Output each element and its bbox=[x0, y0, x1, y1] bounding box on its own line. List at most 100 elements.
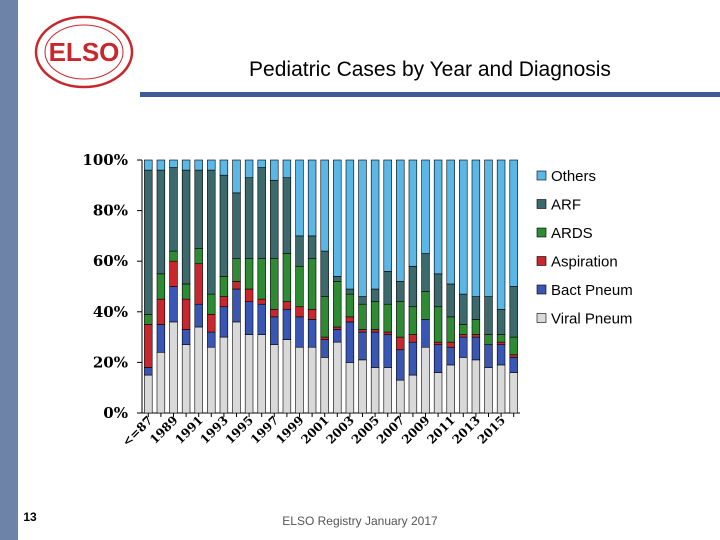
bar-segment-arf bbox=[484, 296, 493, 335]
bar-segment-bact-pneum bbox=[383, 334, 392, 368]
x-tick-label: 1993 bbox=[198, 413, 232, 447]
bar-segment-bact-pneum bbox=[181, 329, 191, 345]
bar-segment-others bbox=[471, 159, 481, 297]
bar-segment-viral-pneum bbox=[396, 379, 405, 414]
legend-swatch bbox=[536, 284, 547, 295]
y-tick-label: 0% bbox=[103, 404, 128, 422]
x-tick-label: 2011 bbox=[424, 413, 458, 447]
bar-segment-bact-pneum bbox=[144, 367, 153, 376]
legend-label: Aspiration bbox=[551, 254, 618, 271]
bar-segment-others bbox=[156, 159, 166, 171]
legend-label: Bact Pneum bbox=[551, 282, 633, 299]
bar-segment-aspiration bbox=[169, 260, 178, 287]
bar-segment-bact-pneum bbox=[446, 346, 455, 366]
bar-segment-aspiration bbox=[459, 334, 468, 338]
bar-segment-arf bbox=[408, 265, 418, 308]
bar-segment-others bbox=[244, 159, 254, 179]
bar-segment-arf bbox=[307, 235, 317, 259]
bar-segment-others bbox=[219, 159, 229, 176]
bar-segment-others bbox=[421, 159, 430, 254]
x-tick-label: 1999 bbox=[273, 413, 307, 447]
page-number: 13 bbox=[23, 510, 37, 524]
y-tick-label: 100% bbox=[82, 151, 128, 169]
bar-segment-others bbox=[295, 159, 304, 237]
bar-segment-others bbox=[194, 159, 203, 171]
page-title: Pediatric Cases by Year and Diagnosis bbox=[249, 58, 611, 81]
bar-segment-others bbox=[320, 159, 329, 252]
bar-segment-arf bbox=[282, 177, 292, 254]
bar-segment-others bbox=[144, 159, 153, 171]
bar-segment-viral-pneum bbox=[383, 367, 392, 414]
bar-segment-arf bbox=[169, 167, 178, 252]
bar-segment-viral-pneum bbox=[421, 346, 430, 414]
bar-segment-ards bbox=[408, 306, 418, 335]
bar-segment-viral-pneum bbox=[320, 357, 329, 414]
bar-segment-arf bbox=[358, 296, 367, 305]
bar-segment-aspiration bbox=[295, 306, 304, 318]
bar-segment-arf bbox=[207, 169, 216, 295]
bar-segment-ards bbox=[396, 301, 405, 338]
bar-segment-ards bbox=[219, 276, 229, 297]
bar-segment-viral-pneum bbox=[370, 367, 380, 414]
bar-segment-bact-pneum bbox=[320, 339, 329, 358]
bar-segment-bact-pneum bbox=[219, 306, 229, 338]
x-tick-label: 1989 bbox=[147, 413, 181, 447]
bar-segment-others bbox=[232, 159, 241, 194]
x-tick-label: 2009 bbox=[399, 413, 433, 447]
bar-segment-viral-pneum bbox=[282, 339, 292, 414]
legend-swatch bbox=[536, 199, 547, 209]
legend-swatch bbox=[536, 227, 547, 238]
y-tick-label: 60% bbox=[93, 252, 128, 270]
x-tick-label: 1997 bbox=[248, 413, 282, 447]
bar-segment-aspiration bbox=[307, 308, 317, 320]
bar-segment-others bbox=[207, 159, 216, 171]
bar-segment-arf bbox=[219, 174, 229, 277]
bar-segment-bact-pneum bbox=[207, 331, 216, 348]
footer-text: ELSO Registry January 2017 bbox=[282, 514, 438, 528]
bar-segment-ards bbox=[433, 306, 443, 343]
bar-segment-arf bbox=[396, 281, 405, 302]
bar-segment-bact-pneum bbox=[370, 331, 380, 368]
bar-segment-bact-pneum bbox=[396, 349, 405, 381]
bar-segment-ards bbox=[257, 258, 266, 300]
bar-segment-ards bbox=[270, 258, 279, 310]
bar-segment-viral-pneum bbox=[471, 359, 481, 414]
bar-segment-others bbox=[181, 159, 191, 171]
logo-wordmark: ELSO bbox=[49, 37, 120, 67]
bar-segment-aspiration bbox=[257, 298, 266, 305]
bar-segment-aspiration bbox=[144, 324, 153, 368]
bar-segment-viral-pneum bbox=[156, 351, 166, 414]
bar-segment-ards bbox=[169, 250, 178, 262]
bar-segment-others bbox=[459, 159, 468, 295]
left-sidebar-band bbox=[0, 0, 18, 540]
y-tick-label: 20% bbox=[93, 353, 128, 371]
bar-segment-others bbox=[270, 159, 279, 181]
bar-segment-bact-pneum bbox=[156, 324, 166, 353]
legend-label: ARDS bbox=[551, 225, 593, 242]
bar-segment-ards bbox=[484, 334, 493, 345]
x-tick-label: 1991 bbox=[172, 413, 206, 447]
bar-segment-others bbox=[383, 159, 392, 272]
bar-segment-aspiration bbox=[446, 341, 455, 348]
bar-segment-viral-pneum bbox=[219, 336, 229, 414]
bar-segment-ards bbox=[370, 301, 380, 330]
bar-segment-ards bbox=[459, 324, 468, 335]
bar-segment-others bbox=[333, 159, 342, 277]
elso-logo: ELSO bbox=[34, 15, 134, 89]
bar-segment-arf bbox=[232, 192, 241, 259]
bar-segment-bact-pneum bbox=[509, 357, 518, 373]
bar-segment-aspiration bbox=[509, 354, 518, 358]
bar-segment-aspiration bbox=[320, 336, 329, 340]
bar-segment-viral-pneum bbox=[270, 344, 279, 414]
bar-segment-aspiration bbox=[496, 341, 506, 345]
bar-segment-bact-pneum bbox=[295, 316, 304, 348]
legend-swatch bbox=[536, 256, 547, 266]
bar-segment-ards bbox=[295, 265, 304, 308]
bar-segment-ards bbox=[471, 319, 481, 335]
bar-segment-viral-pneum bbox=[345, 362, 355, 414]
bar-segment-bact-pneum bbox=[169, 286, 178, 323]
bar-segment-viral-pneum bbox=[459, 357, 468, 414]
bar-segment-ards bbox=[144, 314, 153, 325]
bar-segment-ards bbox=[421, 291, 430, 320]
